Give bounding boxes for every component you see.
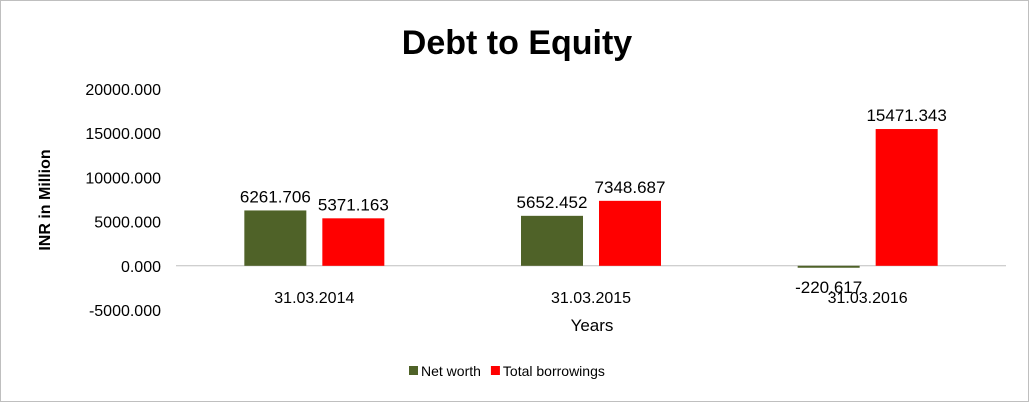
legend-swatch xyxy=(490,366,500,375)
legend-label: Net worth xyxy=(421,363,481,379)
data-labels: 6261.706 5371.163 5652.452 7348.687 -220.617… xyxy=(240,106,947,297)
bar xyxy=(875,129,938,266)
category-label: 31.03.2014 xyxy=(274,290,354,307)
y-tick-label: 0.000 xyxy=(121,259,161,276)
y-axis-ticks: 20000.000 15000.000 10000.000 5000.000 0.000… xyxy=(85,82,161,320)
y-tick-label: 5000.000 xyxy=(94,215,161,232)
y-axis-title: INR in Million xyxy=(37,149,54,250)
category-labels: 31.03.2014 31.03.2015 31.03.2016 xyxy=(274,290,908,307)
bar xyxy=(322,218,385,266)
bars xyxy=(244,129,938,268)
legend-label: Total borrowings xyxy=(503,363,605,379)
data-label: 5371.163 xyxy=(318,195,389,214)
bar xyxy=(599,200,661,266)
legend: Net worth Total borrowings xyxy=(409,363,605,379)
chart-title: Debt to Equity xyxy=(402,24,633,62)
y-tick-label: 20000.000 xyxy=(85,82,161,99)
data-label: -220.617 xyxy=(795,278,862,297)
bar xyxy=(244,210,307,266)
category-label: 31.03.2015 xyxy=(551,290,631,307)
bar xyxy=(521,215,583,266)
category-label: 31.03.2016 xyxy=(828,290,908,307)
data-label: 6261.706 xyxy=(240,187,311,206)
x-axis-title: Years xyxy=(571,316,614,335)
y-tick-label: 10000.000 xyxy=(85,170,161,187)
y-tick-label: 15000.000 xyxy=(85,126,161,143)
data-label: 7348.687 xyxy=(595,178,666,197)
y-tick-label: -5000.000 xyxy=(89,303,161,320)
legend-swatch xyxy=(409,366,418,375)
data-label: 15471.343 xyxy=(866,106,946,125)
bar xyxy=(797,265,860,268)
data-label: 5652.452 xyxy=(517,193,588,212)
